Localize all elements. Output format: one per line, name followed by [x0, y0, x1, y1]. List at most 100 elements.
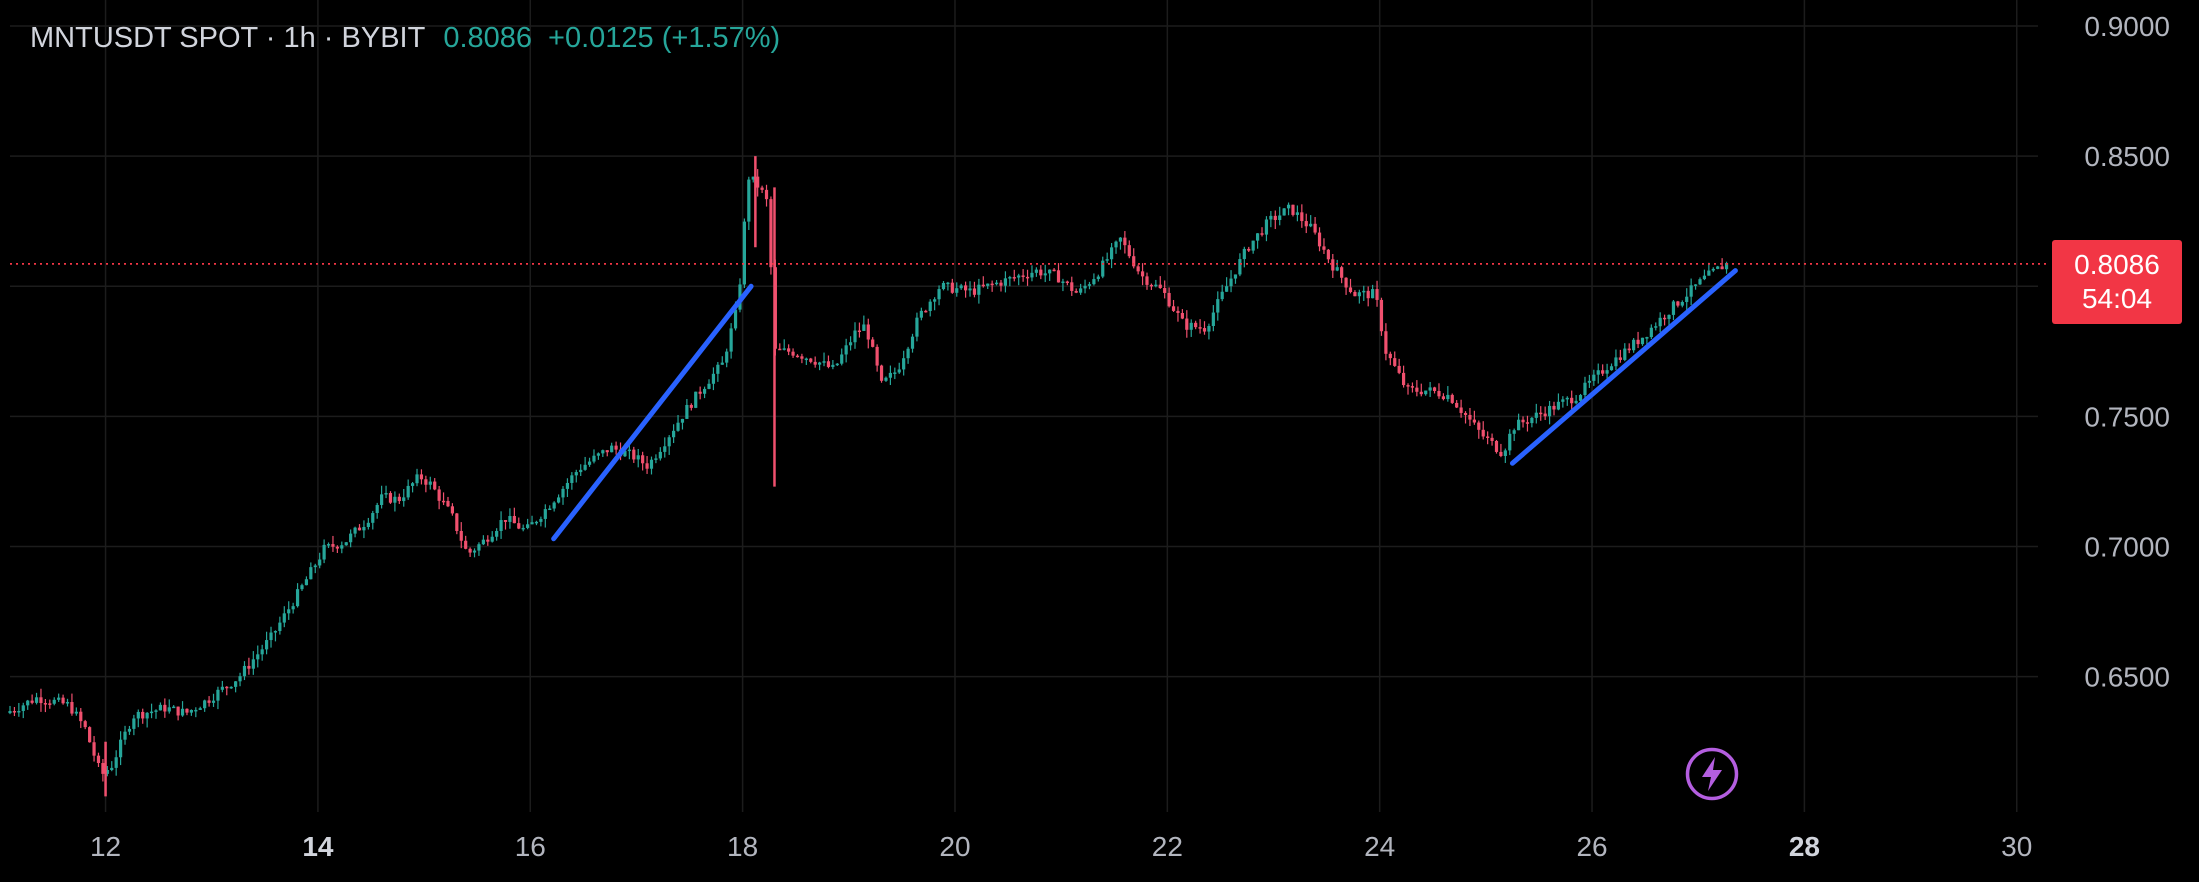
candle-body [1123, 237, 1127, 246]
candle-body [742, 221, 746, 285]
candle-body [428, 481, 432, 485]
candle-body [1667, 314, 1671, 319]
bar-countdown-label: 54:04 [2081, 283, 2153, 314]
symbol-label[interactable]: MNTUSDT SPOT · 1h · BYBIT [30, 21, 426, 54]
candle-body [1105, 259, 1109, 261]
candle-body [570, 475, 574, 483]
candle-body [1499, 451, 1503, 456]
candle-body [1065, 281, 1069, 283]
candle-body [495, 530, 499, 537]
candle-body [1716, 266, 1720, 269]
candle-body [12, 711, 17, 713]
candle-body [610, 445, 614, 453]
candle-body [406, 485, 410, 498]
candle-body [65, 702, 70, 704]
candle-body [1291, 204, 1295, 215]
candle-body [1711, 268, 1715, 271]
candle-body [1534, 412, 1538, 418]
candle-body [1565, 397, 1569, 400]
candle-body [919, 310, 923, 318]
current-price-tag: 0.8086 54:04 [2052, 240, 2182, 324]
candle-body [1693, 284, 1698, 286]
candle-body [747, 179, 751, 222]
candle-body [419, 474, 424, 480]
candle-body [548, 508, 552, 511]
candle-body [88, 727, 92, 743]
candle-body [641, 455, 645, 464]
candle-body [247, 665, 251, 669]
candle-body [1185, 318, 1189, 330]
candle-body [1309, 223, 1313, 227]
candle-body [1552, 405, 1556, 410]
candle-body [1618, 357, 1622, 360]
candle-body [1357, 292, 1361, 297]
candle-body [1636, 339, 1640, 345]
candle-body [57, 697, 61, 700]
trendline[interactable] [551, 283, 754, 542]
candle-body [229, 686, 233, 689]
candle-body [760, 187, 764, 190]
x-tick-label: 14 [302, 831, 334, 862]
candle-body [1278, 215, 1282, 221]
trendline-layer[interactable] [551, 268, 1738, 542]
candle-body [1149, 284, 1154, 287]
candle-body [326, 544, 331, 546]
current-price-label: 0.8086 [2074, 249, 2160, 280]
candle-body [632, 449, 636, 460]
candle-body [601, 450, 605, 454]
grid-layer [10, 0, 2038, 812]
last-price-value: 0.8086 [443, 21, 533, 54]
candle-body [1654, 326, 1658, 328]
candle-body [1472, 419, 1476, 423]
candle-body [627, 449, 631, 452]
candle-body [1592, 374, 1596, 381]
candle-body [163, 704, 167, 712]
candle-body [260, 649, 264, 655]
candle-body [1052, 269, 1056, 272]
trendline[interactable] [1509, 268, 1738, 466]
candle-body [39, 697, 43, 704]
candle-body [397, 496, 401, 502]
candle-body [676, 422, 680, 431]
candle-body [357, 527, 362, 531]
candle-body [579, 469, 583, 473]
candle-layer [8, 156, 1729, 797]
candle-body [1194, 322, 1198, 328]
candle-body [592, 455, 596, 462]
candle-body [70, 702, 74, 714]
candle-body [853, 330, 857, 343]
x-tick-label: 30 [2001, 831, 2032, 862]
candle-body [778, 348, 782, 351]
candle-body [1211, 312, 1215, 326]
candle-body [658, 451, 662, 459]
candle-body [1397, 365, 1401, 373]
candle-body [1455, 402, 1459, 408]
candle-body [1101, 260, 1105, 277]
candle-body [530, 522, 534, 525]
candle-body [26, 700, 30, 706]
candle-body [1070, 282, 1074, 291]
candle-body [897, 369, 901, 373]
candle-body [167, 707, 171, 712]
candle-body [1428, 387, 1432, 391]
candle-body [685, 404, 689, 419]
candle-body [1114, 241, 1118, 248]
candle-body [388, 493, 393, 503]
y-tick-label: 0.7000 [2084, 532, 2170, 563]
candle-body [1578, 395, 1583, 401]
candle-body [751, 176, 755, 180]
candle-body [1017, 275, 1021, 278]
candle-body [583, 464, 587, 470]
candle-body [123, 731, 127, 740]
candle-body [490, 536, 494, 542]
candle-body [1136, 266, 1140, 272]
candle-body [986, 283, 990, 286]
lightning-bolt-icon[interactable] [1685, 747, 1739, 801]
candle-body [800, 356, 804, 359]
candle-body [269, 632, 273, 641]
candle-body [893, 372, 897, 374]
candle-body [769, 199, 773, 268]
candle-body [1525, 422, 1530, 424]
